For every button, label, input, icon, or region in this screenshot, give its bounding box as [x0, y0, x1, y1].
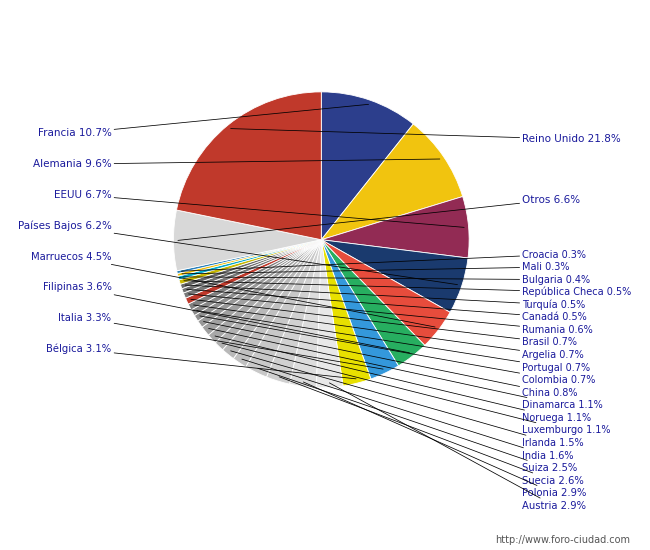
Text: China 0.8%: China 0.8%	[203, 322, 578, 398]
Text: República Checa 0.5%: República Checa 0.5%	[184, 280, 632, 298]
Text: Suecia 2.6%: Suecia 2.6%	[280, 377, 584, 486]
Wedge shape	[321, 240, 424, 366]
Text: Países Bajos 6.2%: Países Bajos 6.2%	[18, 221, 458, 285]
Wedge shape	[321, 124, 463, 240]
Wedge shape	[188, 240, 321, 310]
Text: Otros 6.6%: Otros 6.6%	[178, 195, 580, 240]
Text: Argelia 0.7%: Argelia 0.7%	[194, 305, 584, 360]
Text: Colombia 0.7%: Colombia 0.7%	[200, 316, 596, 385]
Wedge shape	[316, 240, 343, 388]
Text: Cartagena - Turistas extranjeros según país - Abril de 2024: Cartagena - Turistas extranjeros según p…	[81, 12, 569, 28]
Wedge shape	[289, 240, 321, 387]
Wedge shape	[209, 240, 321, 343]
Text: Portugal 0.7%: Portugal 0.7%	[196, 311, 590, 372]
Text: Canadá 0.5%: Canadá 0.5%	[187, 289, 587, 322]
Wedge shape	[179, 240, 321, 284]
Wedge shape	[246, 240, 321, 377]
Text: Suiza 2.5%: Suiza 2.5%	[258, 368, 578, 473]
Wedge shape	[191, 240, 321, 316]
Text: Dinamarca 1.1%: Dinamarca 1.1%	[209, 328, 603, 410]
Wedge shape	[321, 92, 413, 240]
Text: Marruecos 4.5%: Marruecos 4.5%	[31, 251, 435, 327]
Text: Noruega 1.1%: Noruega 1.1%	[215, 336, 592, 423]
Text: Reino Unido 21.8%: Reino Unido 21.8%	[231, 129, 621, 144]
Text: Filipinas 3.6%: Filipinas 3.6%	[42, 283, 409, 353]
Text: Bulgaria 0.4%: Bulgaria 0.4%	[183, 274, 590, 285]
Wedge shape	[222, 240, 321, 359]
Text: India 1.6%: India 1.6%	[242, 359, 574, 460]
Wedge shape	[321, 240, 468, 312]
Wedge shape	[177, 240, 321, 273]
Wedge shape	[202, 240, 321, 335]
Wedge shape	[180, 240, 321, 289]
Text: Austria 2.9%: Austria 2.9%	[330, 383, 586, 511]
Text: Turquía 0.5%: Turquía 0.5%	[185, 285, 586, 310]
Text: Francia 10.7%: Francia 10.7%	[38, 104, 369, 138]
Wedge shape	[215, 240, 321, 350]
Wedge shape	[183, 240, 321, 298]
Wedge shape	[266, 240, 321, 384]
Text: Brasil 0.7%: Brasil 0.7%	[191, 299, 577, 348]
Wedge shape	[174, 210, 321, 271]
Text: Irlanda 1.5%: Irlanda 1.5%	[231, 351, 584, 448]
Text: Alemania 9.6%: Alemania 9.6%	[32, 159, 440, 169]
Wedge shape	[321, 196, 469, 258]
Text: Croacia 0.3%: Croacia 0.3%	[181, 250, 586, 271]
Wedge shape	[178, 240, 321, 280]
Wedge shape	[198, 240, 321, 327]
Text: EEUU 6.7%: EEUU 6.7%	[54, 190, 464, 227]
Text: Luxemburgo 1.1%: Luxemburgo 1.1%	[222, 343, 611, 436]
Text: Mali 0.3%: Mali 0.3%	[182, 262, 570, 274]
Wedge shape	[177, 240, 321, 276]
Wedge shape	[177, 92, 321, 240]
Text: Polonia 2.9%: Polonia 2.9%	[304, 382, 587, 498]
Text: http://www.foro-ciudad.com: http://www.foro-ciudad.com	[495, 535, 630, 544]
Text: Bélgica 3.1%: Bélgica 3.1%	[46, 344, 356, 379]
Wedge shape	[194, 240, 321, 321]
Wedge shape	[321, 240, 450, 345]
Text: Rumania 0.6%: Rumania 0.6%	[188, 294, 593, 335]
Wedge shape	[182, 240, 321, 293]
Text: Italia 3.3%: Italia 3.3%	[58, 314, 383, 369]
Wedge shape	[321, 240, 398, 379]
Wedge shape	[321, 240, 371, 386]
Wedge shape	[233, 240, 321, 367]
Wedge shape	[185, 240, 321, 304]
